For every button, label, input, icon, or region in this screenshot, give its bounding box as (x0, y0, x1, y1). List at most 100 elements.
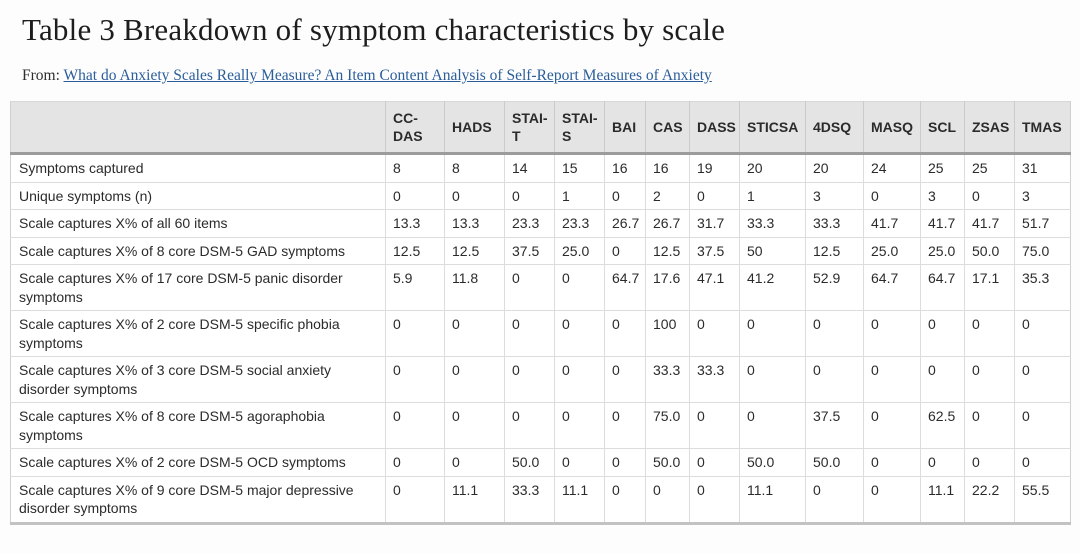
cell: 0 (444, 310, 505, 357)
cell: 50 (739, 236, 806, 265)
cell: 0 (504, 181, 555, 210)
cell: 11.1 (444, 475, 505, 523)
cell: 25 (920, 153, 965, 182)
cell: 0 (554, 356, 605, 403)
cell: 0 (444, 181, 505, 210)
cell: 0 (444, 356, 505, 403)
cell: 0 (863, 181, 921, 210)
cell: 0 (689, 402, 740, 449)
row-label: Scale captures X% of 2 core DSM-5 OCD sy… (10, 448, 386, 476)
cell: 5.9 (385, 264, 445, 311)
cell: 0 (385, 356, 445, 403)
column-header: STICSA (739, 101, 806, 155)
cell: 17.1 (964, 264, 1015, 311)
cell: 64.7 (863, 264, 921, 311)
table-row: Scale captures X% of 2 core DSM-5 OCD sy… (10, 448, 1071, 476)
column-header: STAI-S (554, 101, 605, 155)
cell: 50.0 (964, 236, 1015, 265)
cell: 31 (1014, 153, 1071, 182)
table-row: Scale captures X% of 3 core DSM-5 social… (10, 356, 1071, 403)
column-header: ZSAS (964, 101, 1015, 155)
cell: 0 (689, 310, 740, 357)
cell: 12.5 (385, 236, 445, 265)
cell: 50.0 (805, 448, 864, 476)
cell: 25.0 (863, 236, 921, 265)
cell: 19 (689, 153, 740, 182)
cell: 0 (739, 402, 806, 449)
row-label-header (10, 101, 386, 155)
cell: 14 (504, 153, 555, 182)
cell: 0 (1014, 310, 1071, 357)
cell: 55.5 (1014, 475, 1071, 523)
cell: 75.0 (1014, 236, 1071, 265)
cell: 25.0 (554, 236, 605, 265)
cell: 3 (920, 181, 965, 210)
cell: 12.5 (805, 236, 864, 265)
cell: 0 (554, 448, 605, 476)
cell: 52.9 (805, 264, 864, 311)
table-row: Scale captures X% of 9 core DSM-5 major … (10, 475, 1071, 523)
cell: 0 (604, 181, 646, 210)
cell: 0 (554, 310, 605, 357)
cell: 33.3 (689, 356, 740, 403)
table-row: Scale captures X% of all 60 items 13.3 13.… (10, 209, 1071, 237)
cell: 37.5 (504, 236, 555, 265)
cell: 0 (604, 402, 646, 449)
cell: 1 (739, 181, 806, 210)
cell: 25.0 (920, 236, 965, 265)
cell: 16 (645, 153, 690, 182)
cell: 0 (1014, 448, 1071, 476)
table-row: Scale captures X% of 8 core DSM-5 agorap… (10, 402, 1071, 449)
cell: 33.3 (645, 356, 690, 403)
row-label: Scale captures X% of 9 core DSM-5 major … (10, 475, 386, 523)
cell: 0 (385, 402, 445, 449)
cell: 64.7 (604, 264, 646, 311)
from-label: From: (22, 67, 60, 84)
cell: 11.1 (739, 475, 806, 523)
table-row: Unique symptoms (n) 0 0 0 1 0 2 0 1 3 0 3 0 3 (10, 181, 1071, 210)
table-row: Symptoms captured 8 8 14 15 16 16 19 20 20 24 25 25 3… (10, 153, 1071, 182)
cell: 26.7 (604, 209, 646, 237)
cell: 11.8 (444, 264, 505, 311)
cell: 100 (645, 310, 690, 357)
cell: 0 (739, 356, 806, 403)
cell: 0 (964, 402, 1015, 449)
column-header: MASQ (863, 101, 921, 155)
cell: 0 (444, 402, 505, 449)
symptom-characteristics-table: CC-DAS HADS STAI-T STAI-S BAI CAS DASS STICSA 4D… (10, 101, 1071, 525)
source-article-link[interactable]: What do Anxiety Scales Really Measure? A… (63, 67, 712, 84)
cell: 0 (739, 310, 806, 357)
cell: 37.5 (689, 236, 740, 265)
cell: 23.3 (504, 209, 555, 237)
cell: 0 (604, 310, 646, 357)
page-title: Table 3 Breakdown of symptom characteris… (22, 12, 726, 47)
cell: 0 (805, 356, 864, 403)
cell: 25 (964, 153, 1015, 182)
cell: 50.0 (645, 448, 690, 476)
row-label: Scale captures X% of 8 core DSM-5 agorap… (10, 402, 386, 449)
cell: 41.7 (964, 209, 1015, 237)
cell: 20 (805, 153, 864, 182)
cell: 33.3 (805, 209, 864, 237)
column-header: CC-DAS (385, 101, 445, 155)
cell: 0 (863, 356, 921, 403)
cell: 3 (1014, 181, 1071, 210)
cell: 0 (920, 310, 965, 357)
cell: 8 (385, 153, 445, 182)
cell: 0 (385, 448, 445, 476)
row-label: Symptoms captured (10, 153, 386, 182)
cell: 23.3 (554, 209, 605, 237)
column-header: CAS (645, 101, 690, 155)
cell: 13.3 (444, 209, 505, 237)
cell: 0 (689, 448, 740, 476)
table-row: Scale captures X% of 17 core DSM-5 panic… (10, 264, 1071, 311)
cell: 0 (604, 356, 646, 403)
column-header: BAI (604, 101, 646, 155)
cell: 0 (604, 475, 646, 523)
cell: 37.5 (805, 402, 864, 449)
cell: 50.0 (504, 448, 555, 476)
column-header: DASS (689, 101, 740, 155)
cell: 0 (863, 402, 921, 449)
column-header: STAI-T (504, 101, 555, 155)
cell: 12.5 (645, 236, 690, 265)
